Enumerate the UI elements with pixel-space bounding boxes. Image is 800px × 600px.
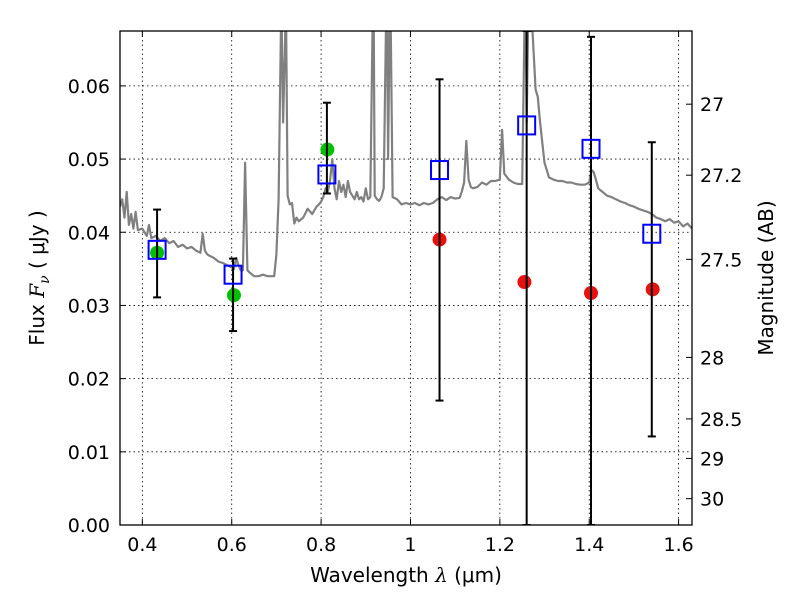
x-axis-label: Wavelength λ (μm): [310, 563, 502, 587]
y-tick-label: 0.03: [68, 295, 110, 317]
ticks: 0.4 0.6 0.8 1 1.2 1.4 1.6 0.00 0.01 0.02 0.03 0.04 0…: [68, 31, 742, 556]
right-tick-label: 27: [700, 94, 724, 116]
y-tick-label: 0.05: [68, 149, 110, 171]
x-tick-label: 1.6: [663, 534, 693, 556]
right-tick-label: 29: [700, 448, 724, 470]
right-tick-label: 27.2: [700, 165, 742, 187]
y-tick-label: 0.01: [68, 442, 110, 464]
x-tick-label: 1.4: [574, 534, 604, 556]
x-tick-label: 1.2: [485, 534, 515, 556]
right-tick-label: 27.5: [700, 249, 742, 271]
blue-square: [517, 115, 537, 136]
right-tick-label: 30: [700, 489, 724, 511]
blue-square: [317, 164, 337, 185]
x-tick-label: 0.4: [127, 534, 157, 556]
y-tick-label: 0.04: [68, 222, 110, 244]
right-tick-label: 28.5: [700, 409, 742, 431]
x-tick-label: 0.8: [306, 534, 336, 556]
y-tick-label: 0.02: [68, 369, 110, 391]
x-tick-label: 0.6: [217, 534, 247, 556]
blue-square: [223, 264, 243, 285]
red-point: [517, 275, 532, 290]
plot-frame: [119, 30, 693, 526]
blue-square: [642, 223, 662, 244]
y-axis-label: Flux Fν ( μJy ): [25, 210, 53, 345]
plot-area: [120, 31, 692, 525]
right-axis-label: Magnitude (AB): [754, 200, 778, 355]
right-tick-label: 28: [700, 347, 724, 369]
blue-square: [430, 160, 450, 181]
blue-square: [581, 138, 601, 159]
x-tick-label: 1: [404, 534, 416, 556]
y-tick-label: 0.00: [68, 515, 110, 537]
blue-square: [147, 239, 167, 260]
spectrum-line: [120, 31, 692, 278]
y-tick-label: 0.06: [68, 76, 110, 98]
